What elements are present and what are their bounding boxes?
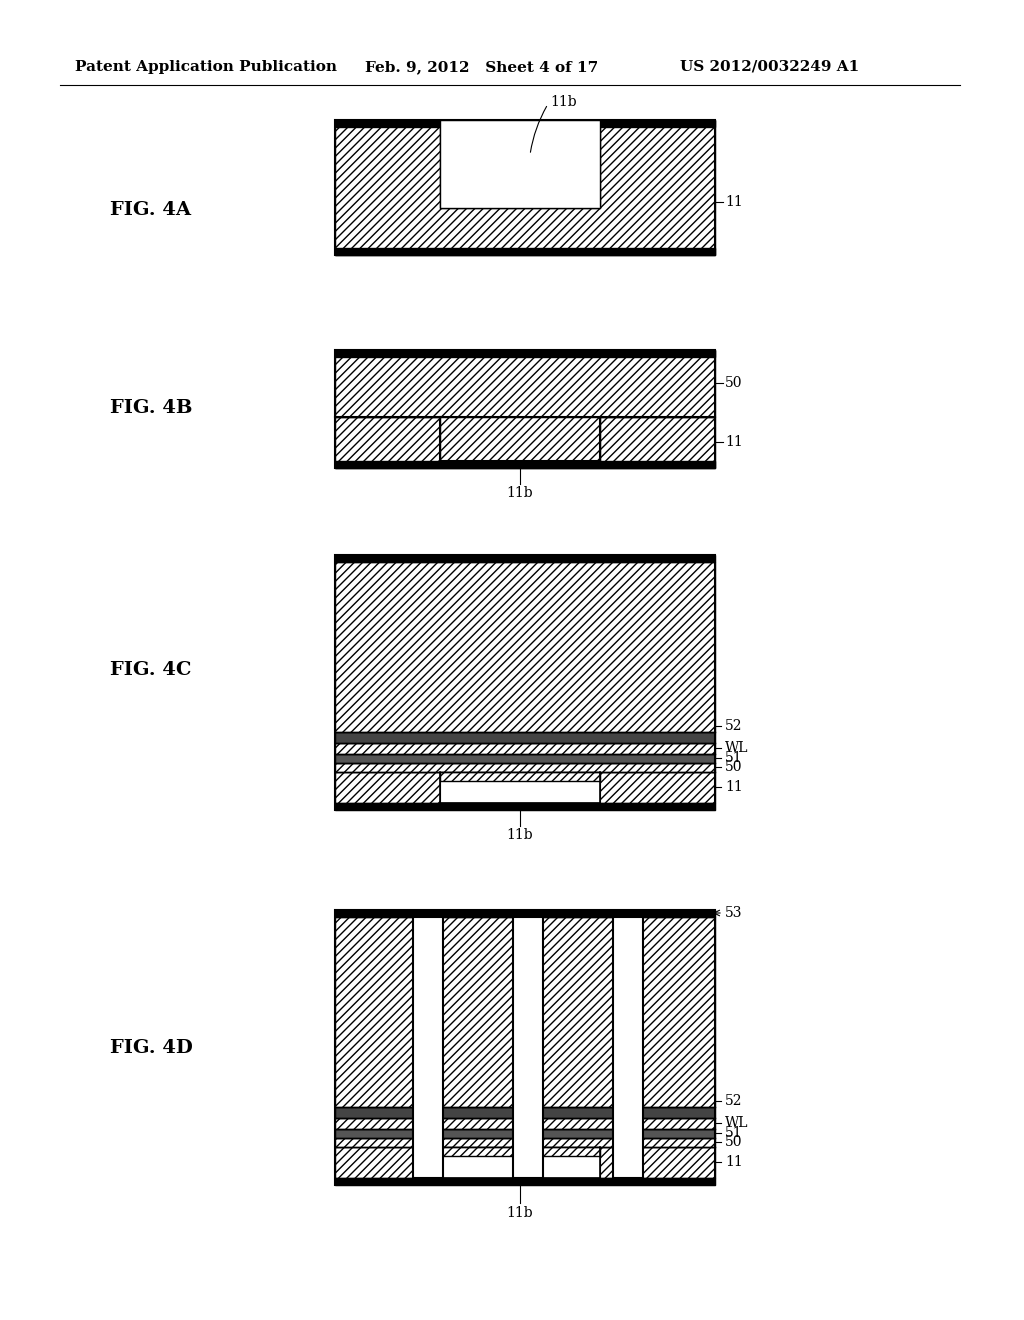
Bar — [335, 461, 715, 469]
Text: 11b: 11b — [550, 95, 577, 110]
Text: FIG. 4A: FIG. 4A — [110, 201, 191, 219]
Bar — [335, 554, 715, 562]
Text: 52: 52 — [725, 719, 742, 733]
Bar — [440, 772, 600, 781]
Text: 50: 50 — [725, 1135, 742, 1148]
Text: 50: 50 — [725, 376, 742, 389]
Text: FIG. 4B: FIG. 4B — [110, 399, 193, 417]
Bar — [335, 743, 715, 754]
Text: 53: 53 — [725, 906, 742, 920]
Bar — [335, 754, 715, 763]
Bar — [440, 417, 600, 461]
Text: FIG. 4D: FIG. 4D — [110, 1039, 193, 1057]
Bar — [600, 120, 715, 127]
Bar — [335, 772, 715, 803]
Text: 51: 51 — [725, 751, 742, 766]
Text: 11: 11 — [725, 195, 742, 209]
Bar — [335, 909, 715, 917]
Text: WL: WL — [725, 741, 749, 755]
Text: 11: 11 — [725, 780, 742, 795]
Bar — [440, 1147, 600, 1156]
Text: 51: 51 — [725, 1126, 742, 1140]
Bar — [335, 1138, 715, 1147]
Text: 11b: 11b — [507, 828, 534, 842]
Bar — [335, 1177, 715, 1185]
Bar — [335, 120, 715, 255]
Bar — [335, 733, 715, 743]
Bar — [335, 763, 715, 772]
Text: US 2012/0032249 A1: US 2012/0032249 A1 — [680, 59, 859, 74]
Text: WL: WL — [725, 1115, 749, 1130]
Bar — [335, 417, 715, 469]
Text: Patent Application Publication: Patent Application Publication — [75, 59, 337, 74]
Bar — [413, 917, 443, 1177]
Bar — [440, 120, 600, 209]
Text: 11: 11 — [725, 1155, 742, 1170]
Bar — [513, 917, 543, 1177]
Bar — [335, 120, 440, 127]
Text: 52: 52 — [725, 1094, 742, 1107]
Bar — [335, 248, 715, 255]
Text: 11: 11 — [725, 436, 742, 449]
Text: Feb. 9, 2012   Sheet 4 of 17: Feb. 9, 2012 Sheet 4 of 17 — [365, 59, 598, 74]
Bar — [335, 1129, 715, 1138]
Bar — [335, 554, 715, 810]
Bar — [335, 350, 715, 417]
Bar — [335, 350, 715, 469]
Bar — [335, 1118, 715, 1129]
Bar — [335, 350, 715, 356]
Text: 11b: 11b — [507, 486, 534, 500]
Bar — [335, 562, 715, 733]
Text: 50: 50 — [725, 760, 742, 774]
Text: FIG. 4C: FIG. 4C — [110, 661, 191, 678]
Bar — [335, 917, 715, 1107]
Bar — [335, 1147, 715, 1177]
Bar — [335, 803, 715, 810]
Bar — [440, 417, 600, 461]
Bar — [335, 1107, 715, 1118]
Bar — [335, 120, 715, 255]
Bar — [335, 909, 715, 1185]
Bar — [613, 917, 643, 1177]
Bar — [440, 120, 600, 209]
Bar — [440, 1147, 600, 1177]
Bar — [440, 772, 600, 803]
Text: 11b: 11b — [507, 1206, 534, 1220]
